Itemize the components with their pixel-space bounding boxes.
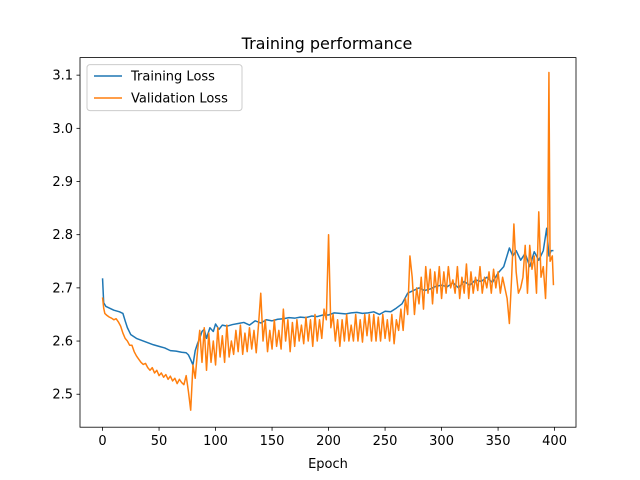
x-axis-title: Epoch	[308, 457, 348, 472]
x-tick-label: 100	[203, 434, 228, 449]
legend: Training Loss Validation Loss	[86, 64, 243, 112]
x-tick-label: 0	[98, 434, 106, 449]
x-tick-label: 50	[151, 434, 168, 449]
x-tick-label: 300	[429, 434, 454, 449]
x-axis: 0 50 100 150 200 250 300 350 400	[98, 427, 567, 449]
legend-label: Validation Loss	[131, 92, 228, 107]
x-tick-label: 400	[542, 434, 567, 449]
x-tick-label: 350	[486, 434, 511, 449]
x-tick-label: 200	[316, 434, 341, 449]
y-tick-label: 2.7	[52, 281, 73, 296]
plot-frame	[79, 57, 577, 428]
y-axis: 2.5 2.6 2.7 2.8 2.9 3.0 3.1	[52, 69, 80, 403]
y-tick-label: 3.1	[52, 69, 73, 84]
y-tick-label: 2.5	[52, 388, 73, 403]
x-tick-label: 150	[260, 434, 285, 449]
series-layer	[101, 71, 555, 411]
legend-box	[86, 64, 243, 112]
series-line-validation-loss	[101, 71, 555, 411]
y-tick-label: 2.8	[52, 228, 73, 243]
chart-title: Training performance	[241, 34, 413, 53]
x-tick-label: 250	[373, 434, 398, 449]
y-tick-label: 3.0	[52, 122, 73, 137]
y-tick-label: 2.6	[52, 335, 73, 350]
legend-label: Training Loss	[130, 70, 215, 85]
y-tick-label: 2.9	[52, 175, 73, 190]
